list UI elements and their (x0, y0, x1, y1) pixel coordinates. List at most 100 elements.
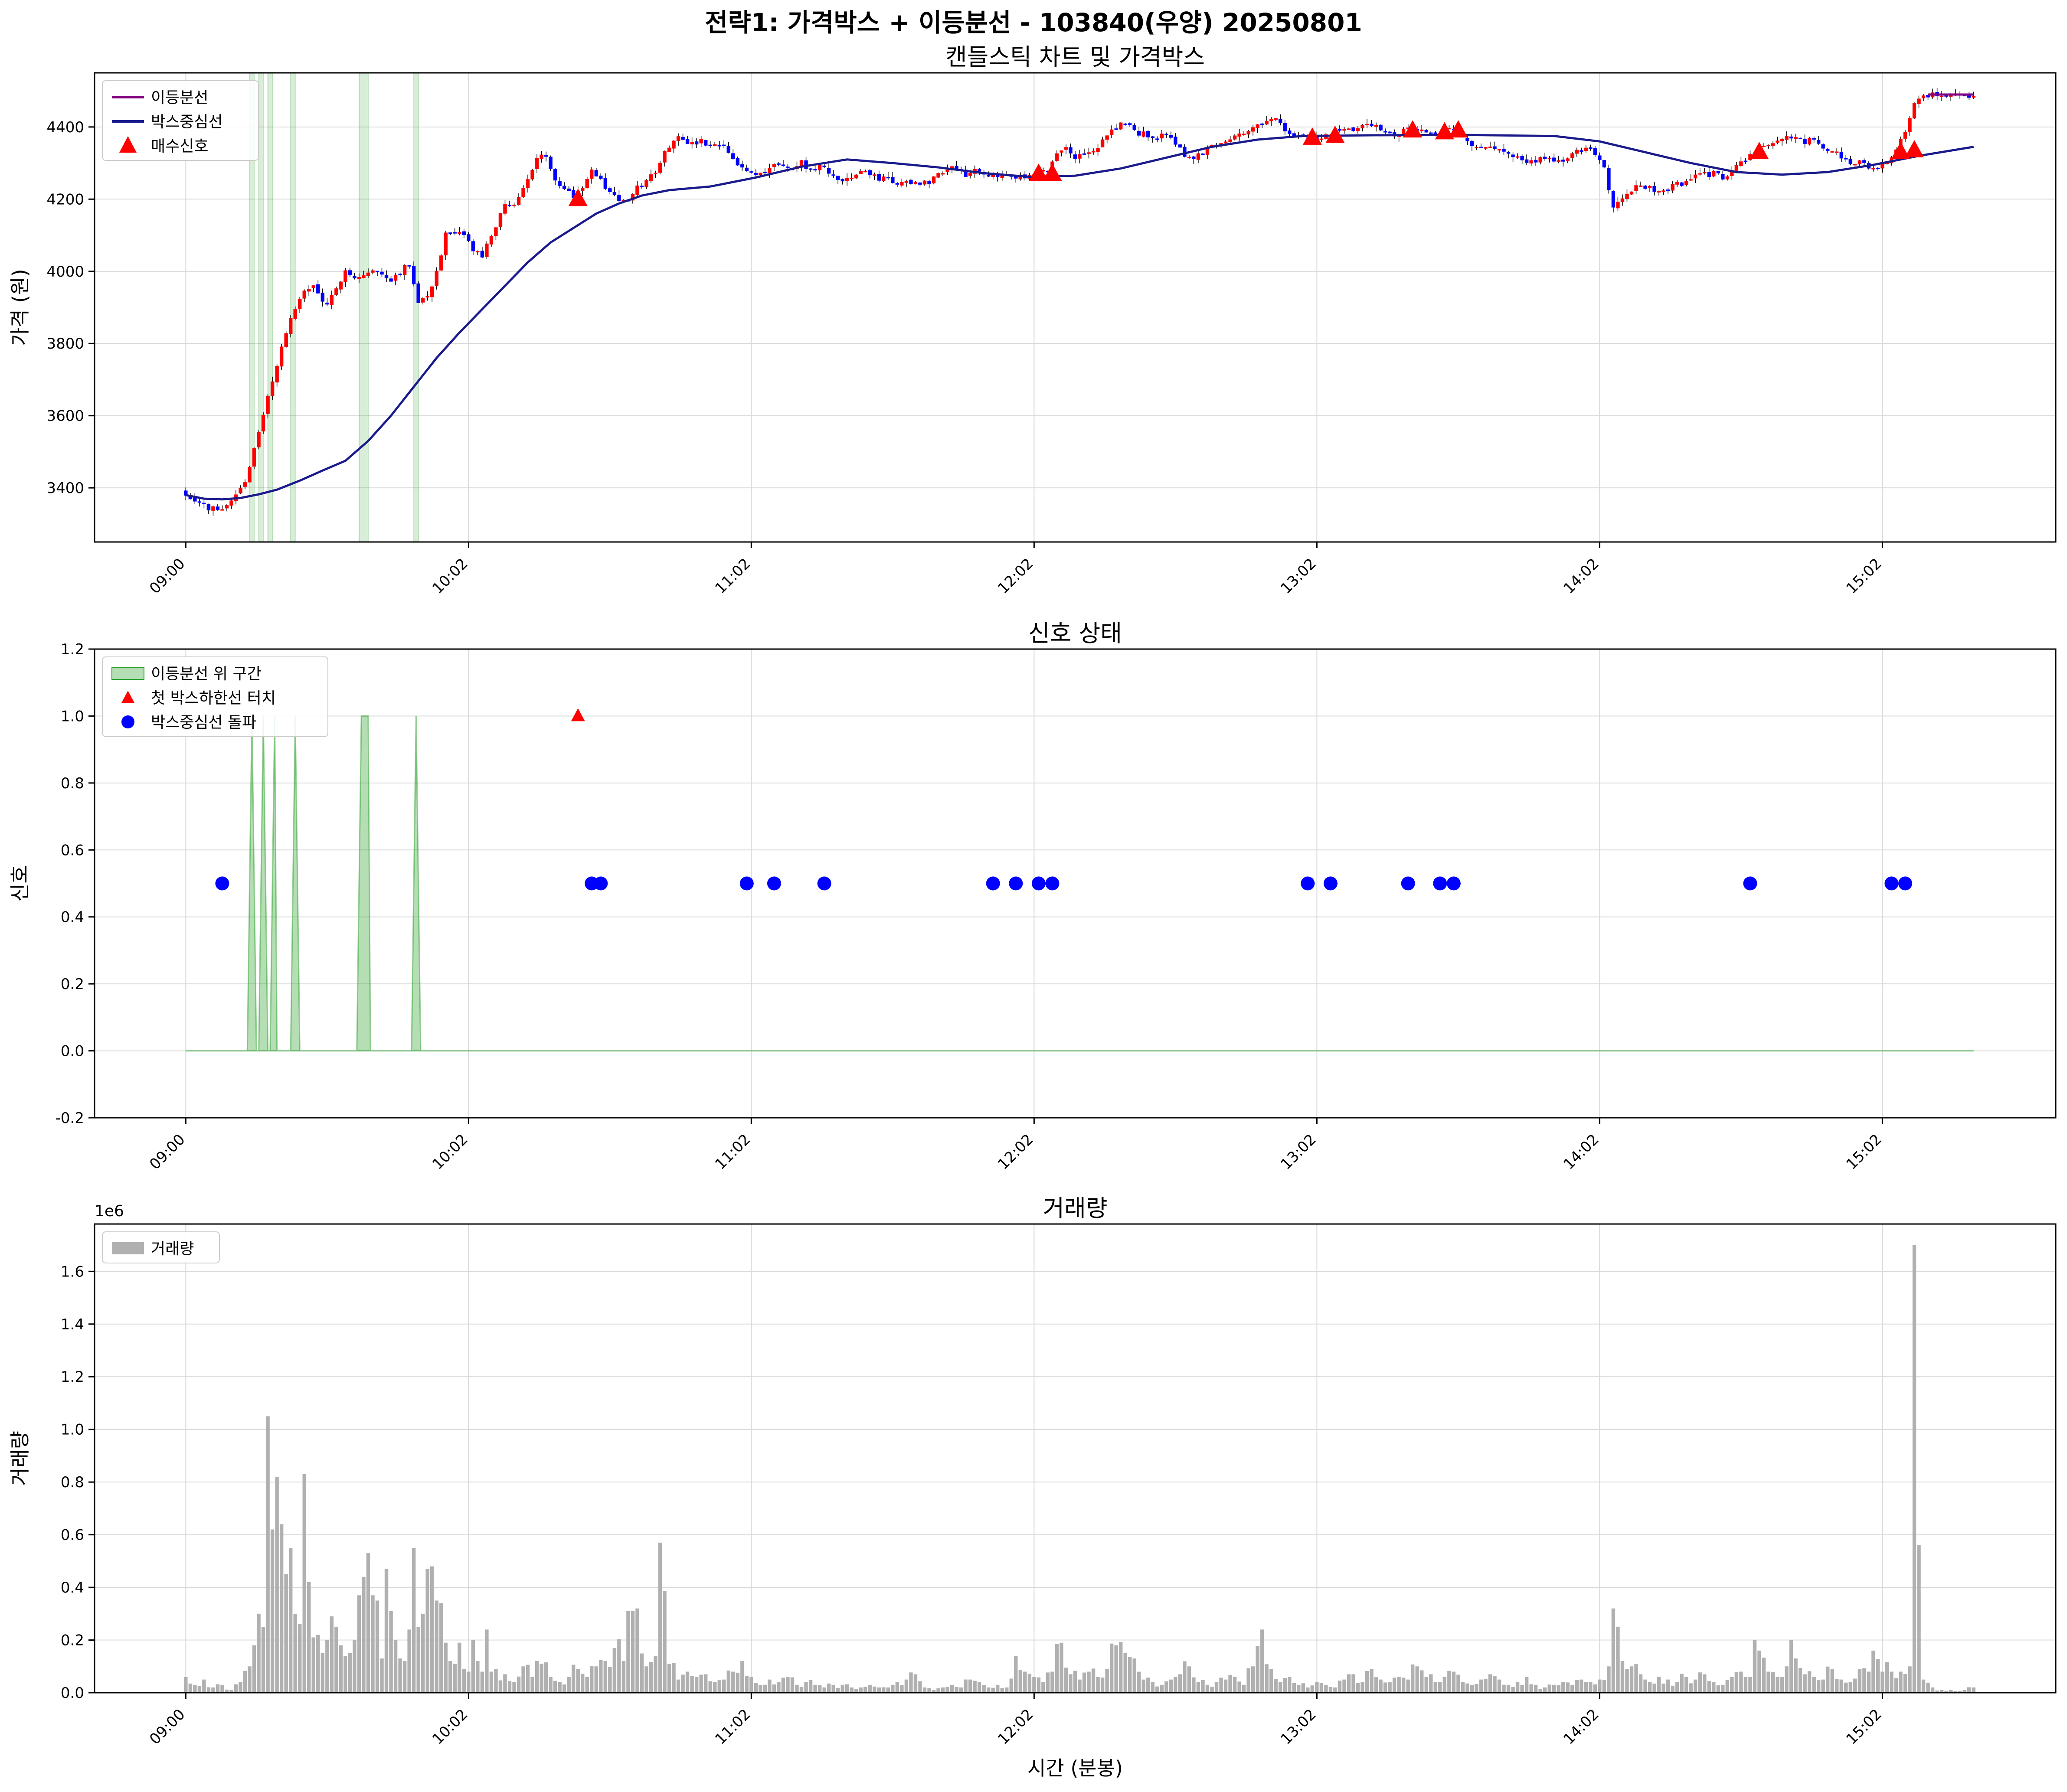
volume-bar (1064, 1668, 1068, 1693)
volume-bar (1629, 1666, 1634, 1693)
candle (1712, 171, 1716, 176)
volume-bar (1661, 1683, 1665, 1693)
candle (412, 266, 416, 284)
volume-bar (1424, 1677, 1428, 1693)
volume-bar (1853, 1678, 1857, 1693)
volume-bar (1789, 1640, 1793, 1693)
volume-bar (882, 1687, 886, 1693)
volume-bar (635, 1608, 639, 1693)
volume-bar (1825, 1666, 1830, 1693)
volume-bar (1506, 1684, 1511, 1693)
volume-bar (1091, 1668, 1096, 1693)
volume-bar (1187, 1666, 1191, 1693)
volume-bar (763, 1684, 767, 1693)
candle (759, 173, 762, 175)
volume-bar (512, 1682, 516, 1693)
volume-bar (1785, 1666, 1789, 1693)
volume-bar (1137, 1671, 1141, 1693)
candle (1201, 153, 1205, 155)
volume-bar (1037, 1677, 1041, 1693)
candle (1151, 136, 1155, 138)
volume-bar (1830, 1669, 1834, 1693)
candle (275, 366, 279, 383)
box-center-breakout-marker (739, 876, 754, 891)
x-tick-label: 11:02 (712, 555, 754, 597)
candle (799, 160, 804, 167)
candle (1096, 148, 1100, 152)
candle (261, 415, 265, 432)
candle (225, 505, 229, 509)
volume-bar (1908, 1666, 1912, 1693)
candle (859, 171, 863, 174)
volume-bar (1315, 1682, 1319, 1693)
volume-bar (284, 1574, 288, 1693)
candle (1611, 191, 1616, 208)
volume-bar (1835, 1679, 1839, 1693)
volume-bar (1771, 1672, 1775, 1693)
volume-bar (1342, 1679, 1346, 1693)
candle (694, 141, 699, 145)
panel-title: 거래량 (1043, 1195, 1107, 1222)
volume-bar (1930, 1687, 1935, 1693)
volume-bar (325, 1640, 329, 1693)
volume-bar (193, 1684, 197, 1693)
above-bisector-span (413, 72, 419, 542)
volume-bar (1515, 1682, 1520, 1693)
candle (193, 498, 197, 502)
volume-bar (197, 1686, 202, 1693)
volume-bar (658, 1542, 662, 1693)
candle (736, 158, 740, 166)
volume-bar (1520, 1685, 1524, 1693)
candle (1766, 145, 1770, 147)
volume-bar (567, 1677, 571, 1693)
candle (1771, 143, 1775, 146)
volume-bar (220, 1684, 224, 1693)
candle (1515, 156, 1520, 158)
candle (1657, 191, 1661, 193)
candle (786, 166, 790, 168)
candle (1885, 163, 1889, 164)
volume-bar (863, 1687, 867, 1693)
candle (1178, 144, 1182, 148)
volume-bar (1228, 1674, 1232, 1693)
volume-bar (1000, 1688, 1004, 1693)
x-tick-label: 13:02 (1277, 1706, 1320, 1748)
candle (804, 160, 808, 169)
volume-bar (307, 1582, 311, 1693)
volume-bar (485, 1629, 489, 1693)
volume-bar (1442, 1677, 1447, 1693)
candle (1634, 185, 1638, 191)
candle (1853, 164, 1857, 166)
volume-bar (927, 1688, 931, 1693)
x-tick-label: 12:02 (994, 1131, 1037, 1173)
x-tick-label: 15:02 (1843, 1131, 1885, 1173)
candle (357, 277, 361, 279)
candle (868, 170, 872, 176)
candle (321, 292, 325, 302)
volume-bar (252, 1645, 256, 1693)
volume-bar (841, 1684, 844, 1693)
volume-bar (1078, 1679, 1082, 1693)
candle (1962, 95, 1966, 97)
candle (1433, 132, 1437, 134)
volume-bar (1146, 1678, 1150, 1693)
volume-bar (649, 1662, 653, 1693)
buy-signal-marker (1029, 163, 1048, 181)
volume-bar (1949, 1690, 1953, 1693)
volume-bar (1917, 1545, 1921, 1693)
candle (398, 274, 402, 275)
volume-bar (1634, 1664, 1638, 1693)
volume-bar (1205, 1684, 1210, 1693)
candle (348, 270, 352, 275)
candle (416, 283, 420, 303)
volume-bar (1214, 1682, 1219, 1693)
candle (663, 151, 667, 163)
candle (1192, 157, 1196, 160)
candle (243, 482, 247, 487)
volume-bar (1538, 1689, 1542, 1693)
volume-bar (1169, 1679, 1173, 1693)
candle (325, 302, 329, 305)
volume-bar (1524, 1677, 1529, 1693)
volume-bar (1890, 1671, 1894, 1693)
x-tick-label: 14:02 (1560, 1131, 1603, 1173)
